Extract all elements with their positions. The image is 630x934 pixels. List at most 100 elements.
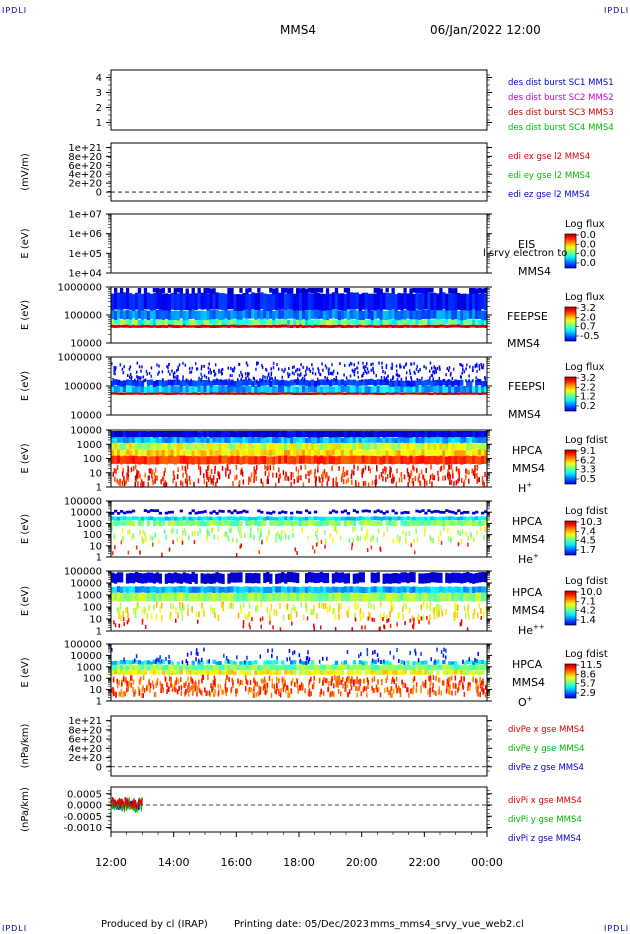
heatmap-cell xyxy=(358,660,362,665)
heatmap-cell xyxy=(221,520,225,527)
y-tick-label-feeps-e-1: 100000 xyxy=(64,311,102,322)
heatmap-point xyxy=(328,475,330,481)
heatmap-point xyxy=(207,464,210,470)
heatmap-cell xyxy=(179,319,183,326)
heatmap-cell xyxy=(179,380,183,387)
heatmap-point xyxy=(162,475,165,481)
heatmap-point xyxy=(345,479,348,485)
heatmap-cell xyxy=(406,380,410,387)
heatmap-cell xyxy=(415,318,419,325)
heatmap-point xyxy=(149,687,151,693)
heatmap-cell xyxy=(352,319,356,326)
heatmap-point xyxy=(338,675,341,681)
heatmap-point xyxy=(398,686,400,692)
heatmap-cell xyxy=(313,437,318,444)
heatmap-cell xyxy=(316,309,321,320)
heatmap-point xyxy=(132,533,135,539)
heatmap-cell xyxy=(197,586,201,593)
heatmap-point xyxy=(154,478,156,484)
heatmap-cell xyxy=(248,520,252,527)
heatmap-cell xyxy=(391,669,395,675)
heatmap-point xyxy=(160,688,162,694)
heatmap-point xyxy=(299,684,301,690)
heatmap-point xyxy=(413,617,415,622)
heatmap-cell xyxy=(325,293,330,311)
heatmap-point xyxy=(472,613,475,620)
heatmap-point xyxy=(386,615,388,622)
heatmap-point xyxy=(383,659,385,664)
heatmap-cell xyxy=(313,385,318,393)
heatmap-cell xyxy=(164,309,168,320)
heatmap-point xyxy=(260,379,263,383)
heatmap-cell xyxy=(361,379,365,386)
heatmap-cell xyxy=(424,586,428,593)
heatmap-cell xyxy=(296,310,300,320)
heatmap-cell xyxy=(215,309,219,319)
heatmap-cell xyxy=(146,665,151,671)
heatmap-cell xyxy=(113,586,118,594)
heatmap-cell xyxy=(278,309,282,319)
heatmap-point xyxy=(144,378,147,382)
heatmap-cell xyxy=(340,319,345,326)
heatmap-cell xyxy=(140,449,145,456)
heatmap-cell xyxy=(379,456,383,465)
heatmap-cell xyxy=(245,670,249,676)
heatmap-point xyxy=(131,675,133,681)
heatmap-point xyxy=(380,379,382,383)
heatmap-point xyxy=(199,466,202,472)
heatmap-point xyxy=(408,530,411,536)
heatmap-cell xyxy=(301,664,306,670)
heatmap-point xyxy=(238,530,241,536)
heatmap-cell xyxy=(424,573,428,584)
heatmap-cell xyxy=(445,586,449,593)
heatmap-cell xyxy=(406,516,410,521)
heatmap-cell xyxy=(284,437,288,444)
heatmap-cell xyxy=(331,386,336,393)
heatmap-cell xyxy=(370,379,374,386)
heatmap-cell xyxy=(125,665,130,671)
heatmap-point xyxy=(270,373,273,377)
heatmap-point xyxy=(392,375,394,379)
heatmap-point xyxy=(269,620,271,625)
heatmap-point xyxy=(337,682,339,688)
heatmap-point xyxy=(355,480,357,486)
heatmap-cell xyxy=(358,437,362,444)
heatmap-cell xyxy=(397,455,401,464)
heatmap-cell xyxy=(394,511,398,515)
heatmap-point xyxy=(290,481,292,487)
heatmap-point xyxy=(305,473,307,479)
heatmap-cell xyxy=(409,455,413,464)
heatmap-cell xyxy=(131,521,136,527)
heatmap-cell xyxy=(119,431,124,438)
heatmap-point xyxy=(199,528,201,534)
heatmap-point xyxy=(276,682,278,688)
heatmap-point xyxy=(279,692,282,698)
heatmap-cell xyxy=(475,293,479,311)
heatmap-point xyxy=(361,472,364,478)
heatmap-point xyxy=(315,542,318,547)
heatmap-point xyxy=(217,470,219,476)
heatmap-point xyxy=(357,361,360,365)
heatmap-point xyxy=(143,688,146,694)
heatmap-cell xyxy=(143,516,148,521)
heatmap-point xyxy=(434,607,436,614)
heatmap-cell xyxy=(182,437,186,444)
heatmap-cell xyxy=(403,510,407,514)
heatmap-point xyxy=(361,469,363,475)
heatmap-cell xyxy=(296,392,300,395)
heatmap-cell xyxy=(296,586,300,594)
heatmap-point xyxy=(336,680,338,686)
heatmap-cell xyxy=(158,385,163,393)
heatmap-point xyxy=(236,655,238,660)
heatmap-point xyxy=(300,475,302,481)
heatmap-cell xyxy=(433,517,437,522)
panel-frame-hpca-he2 xyxy=(110,570,488,632)
heatmap-point xyxy=(429,683,431,689)
heatmap-cell xyxy=(257,443,261,451)
heatmap-point xyxy=(210,370,212,374)
heatmap-cell xyxy=(161,319,166,325)
heatmap-cell xyxy=(463,431,467,438)
heatmap-cell xyxy=(340,516,345,521)
heatmap-cell xyxy=(472,511,476,515)
